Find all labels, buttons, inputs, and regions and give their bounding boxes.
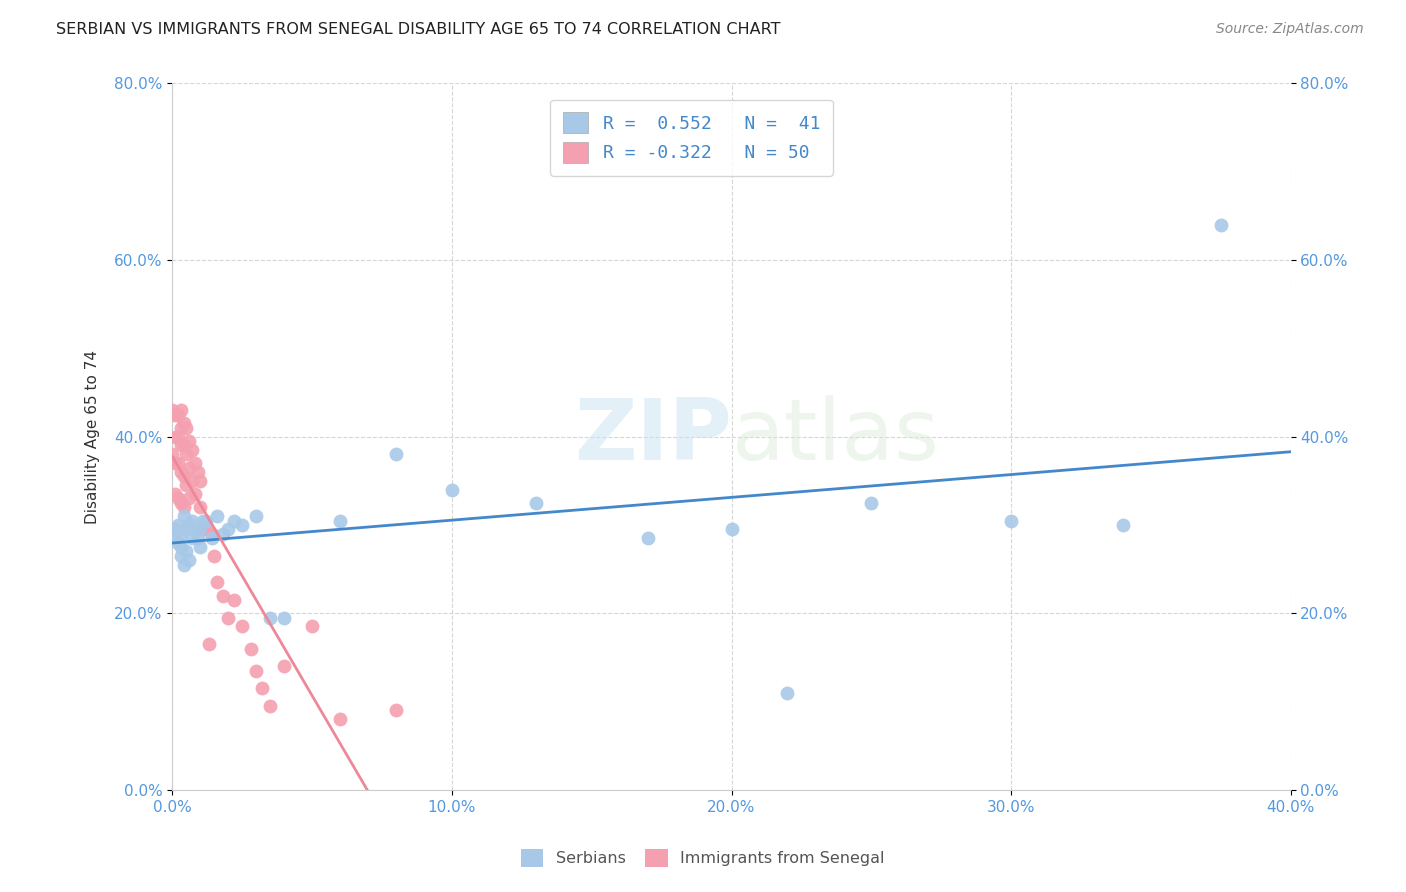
Text: ZIP: ZIP: [574, 395, 731, 478]
Point: [190, 474, 212, 488]
Point: [720, 522, 742, 536]
Point: [173, 417, 195, 431]
Point: [259, 698, 281, 713]
Point: [259, 610, 281, 624]
Point: [205, 509, 228, 524]
Point: [190, 540, 212, 554]
Point: [162, 403, 184, 417]
Point: [273, 610, 295, 624]
Point: [245, 664, 267, 678]
Y-axis label: Disability Age 65 to 74: Disability Age 65 to 74: [86, 350, 100, 524]
Point: [329, 712, 352, 726]
Point: [176, 421, 198, 435]
Point: [776, 686, 799, 700]
Point: [170, 540, 193, 554]
Point: [187, 465, 209, 479]
Text: Source: ZipAtlas.com: Source: ZipAtlas.com: [1216, 22, 1364, 37]
Point: [191, 514, 214, 528]
Point: [187, 531, 209, 545]
Text: SERBIAN VS IMMIGRANTS FROM SENEGAL DISABILITY AGE 65 TO 74 CORRELATION CHART: SERBIAN VS IMMIGRANTS FROM SENEGAL DISAB…: [56, 22, 780, 37]
Point: [173, 438, 195, 452]
Point: [301, 619, 323, 633]
Point: [211, 589, 233, 603]
Point: [190, 500, 212, 515]
Point: [176, 522, 198, 536]
Point: [165, 487, 187, 501]
Point: [173, 558, 195, 572]
Point: [170, 438, 193, 452]
Point: [170, 496, 193, 510]
Point: [179, 460, 201, 475]
Point: [1000, 514, 1022, 528]
Point: [385, 447, 408, 461]
Point: [239, 641, 262, 656]
Point: [181, 474, 204, 488]
Point: [167, 408, 190, 422]
Point: [273, 659, 295, 673]
Legend: R =  0.552   N =  41, R = -0.322   N = 50: R = 0.552 N = 41, R = -0.322 N = 50: [550, 100, 832, 176]
Point: [440, 483, 463, 497]
Point: [181, 442, 204, 457]
Point: [250, 681, 273, 696]
Point: [524, 496, 547, 510]
Point: [184, 522, 207, 536]
Legend: Serbians, Immigrants from Senegal: Serbians, Immigrants from Senegal: [513, 840, 893, 875]
Point: [165, 531, 187, 545]
Point: [245, 509, 267, 524]
Point: [176, 544, 198, 558]
Point: [179, 434, 201, 448]
Point: [222, 514, 245, 528]
Point: [167, 430, 190, 444]
Point: [385, 703, 408, 717]
Point: [194, 522, 217, 536]
Point: [179, 517, 201, 532]
Point: [167, 456, 190, 470]
Point: [217, 522, 239, 536]
Point: [176, 447, 198, 461]
Point: [200, 531, 222, 545]
Point: [191, 522, 214, 536]
Point: [217, 610, 239, 624]
Point: [329, 514, 352, 528]
Point: [197, 637, 219, 651]
Point: [167, 535, 190, 549]
Point: [173, 469, 195, 483]
Point: [176, 478, 198, 492]
Point: [200, 526, 222, 541]
Point: [170, 549, 193, 563]
Point: [202, 549, 225, 563]
Point: [179, 553, 201, 567]
Point: [181, 531, 204, 545]
Point: [165, 430, 187, 444]
Point: [173, 500, 195, 515]
Point: [170, 526, 193, 541]
Point: [179, 491, 201, 506]
Point: [1209, 218, 1232, 232]
Point: [170, 403, 193, 417]
Point: [162, 447, 184, 461]
Point: [173, 509, 195, 524]
Point: [165, 456, 187, 470]
Point: [860, 496, 883, 510]
Point: [165, 408, 187, 422]
Point: [170, 465, 193, 479]
Point: [167, 517, 190, 532]
Point: [170, 421, 193, 435]
Point: [205, 575, 228, 590]
Point: [181, 514, 204, 528]
Point: [167, 491, 190, 506]
Point: [637, 531, 659, 545]
Text: atlas: atlas: [731, 395, 939, 478]
Point: [222, 593, 245, 607]
Point: [194, 514, 217, 528]
Point: [184, 456, 207, 470]
Point: [190, 522, 212, 536]
Point: [184, 487, 207, 501]
Point: [211, 526, 233, 541]
Point: [165, 522, 187, 536]
Point: [1112, 517, 1135, 532]
Point: [231, 619, 253, 633]
Point: [231, 517, 253, 532]
